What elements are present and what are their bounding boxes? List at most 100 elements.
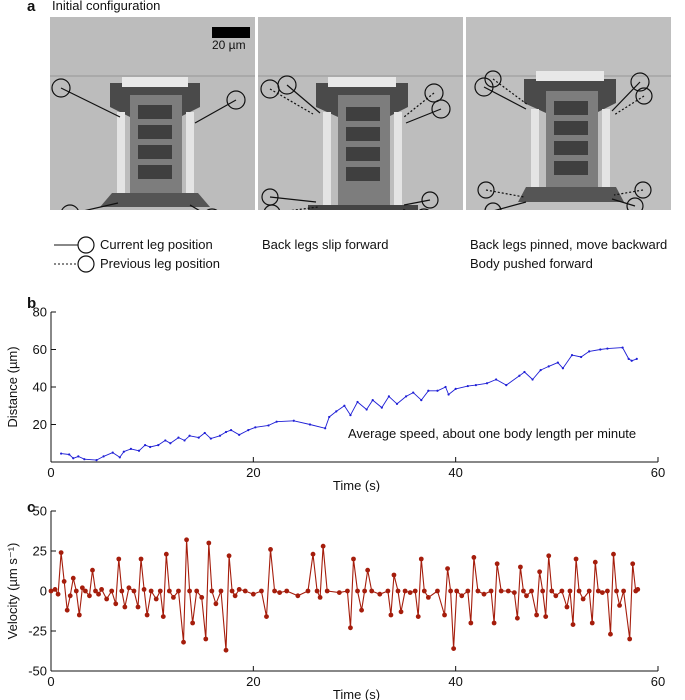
- data-point: [177, 436, 180, 439]
- data-point: [275, 420, 278, 423]
- data-point: [199, 595, 205, 600]
- data-point: [518, 374, 521, 377]
- data-point: [292, 419, 295, 422]
- data-point: [250, 591, 256, 597]
- panel-a-title: Initial configuration: [52, 0, 161, 13]
- data-point: [122, 450, 125, 453]
- data-point: [111, 451, 114, 454]
- previous-leg-circle-symbol: [77, 255, 95, 273]
- x-tick-label: 20: [246, 465, 260, 480]
- data-point: [90, 567, 95, 573]
- data-point: [387, 395, 390, 398]
- data-point: [82, 588, 88, 594]
- scale-bar: [212, 27, 250, 38]
- data-point: [395, 402, 399, 405]
- data-point: [109, 588, 115, 594]
- data-point: [157, 444, 160, 447]
- data-point: [206, 540, 212, 546]
- data-point: [355, 588, 360, 594]
- data-point: [163, 551, 169, 557]
- data-point: [377, 591, 383, 597]
- data-point: [203, 636, 209, 642]
- data-point: [87, 593, 92, 599]
- legend-current-leg: Current leg position: [100, 237, 213, 252]
- data-point: [539, 369, 542, 372]
- data-point: [521, 588, 526, 594]
- data-point: [335, 410, 338, 413]
- data-point: [176, 588, 181, 594]
- data-point: [559, 588, 565, 594]
- data-point: [116, 556, 122, 562]
- data-point: [546, 553, 552, 559]
- data-point: [70, 575, 76, 581]
- data-point: [324, 588, 330, 594]
- data-point: [436, 389, 439, 392]
- data-point: [345, 588, 350, 594]
- data-point: [264, 614, 269, 619]
- leg-legend-symbols: [54, 236, 95, 273]
- data-point: [218, 434, 222, 437]
- x-tick-label: 40: [448, 465, 462, 480]
- data-point: [505, 588, 511, 594]
- caption-frame-3-line-2: Body pushed forward: [470, 256, 593, 271]
- data-point: [58, 550, 64, 555]
- y-axis-label: Velocity (µm s⁻¹): [5, 543, 20, 640]
- data-point: [118, 456, 121, 459]
- data-point: [284, 588, 290, 594]
- data-point: [99, 587, 104, 592]
- data-point: [630, 561, 636, 567]
- data-point: [184, 537, 189, 543]
- y-tick-label: -50: [28, 664, 47, 679]
- data-point: [113, 601, 119, 607]
- data-point: [242, 588, 248, 594]
- data-point: [586, 588, 592, 594]
- micrograph-frame-3: [466, 17, 671, 210]
- data-point: [272, 588, 277, 594]
- data-point: [55, 591, 61, 597]
- data-point: [183, 439, 186, 442]
- caption-frame-2: Back legs slip forward: [262, 237, 389, 252]
- data-point: [365, 408, 368, 411]
- data-point: [160, 614, 166, 619]
- data-point: [83, 458, 86, 461]
- data-point: [73, 588, 79, 594]
- data-point: [454, 387, 457, 390]
- data-point: [611, 551, 616, 557]
- y-axis-label: Distance (µm): [5, 346, 20, 427]
- data-point: [203, 431, 206, 435]
- data-point: [188, 434, 191, 437]
- data-point: [229, 588, 235, 594]
- data-point: [324, 427, 327, 430]
- data-point: [635, 587, 641, 592]
- data-point: [122, 604, 128, 610]
- x-tick-label: 20: [246, 674, 260, 689]
- data-point: [277, 590, 283, 595]
- data-point: [605, 588, 610, 594]
- current-leg-circle-symbol: [77, 236, 95, 254]
- panel-b-letter: b: [27, 295, 36, 312]
- caption-frame-3-line-1: Back legs pinned, move backward: [470, 237, 668, 252]
- data-point: [592, 559, 598, 565]
- data-point: [395, 588, 401, 594]
- data-point: [445, 566, 450, 571]
- micrograph-frame-2: [258, 17, 463, 210]
- series-line: [50, 539, 639, 651]
- data-point: [627, 357, 630, 360]
- data-point: [588, 350, 591, 353]
- data-point: [621, 346, 624, 349]
- data-point: [148, 588, 154, 594]
- data-point: [402, 588, 408, 594]
- data-point: [169, 442, 172, 445]
- x-tick-label: 0: [47, 674, 54, 689]
- data-point: [365, 567, 371, 573]
- robot-body: [100, 77, 210, 207]
- x-axis-label: Time (s): [333, 687, 380, 700]
- data-point: [209, 588, 215, 594]
- y-tick-label: 80: [33, 305, 47, 320]
- data-point: [295, 593, 301, 599]
- data-point: [79, 585, 85, 591]
- data-point: [531, 378, 534, 381]
- data-point: [475, 588, 481, 594]
- data-point: [481, 591, 487, 597]
- data-point: [320, 543, 326, 549]
